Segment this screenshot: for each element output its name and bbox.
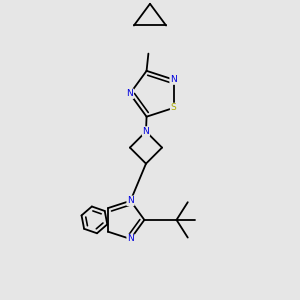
Text: N: N — [142, 127, 149, 136]
Text: N: N — [170, 75, 177, 84]
Text: N: N — [127, 196, 134, 205]
Text: N: N — [127, 89, 133, 98]
Text: S: S — [171, 103, 176, 112]
Text: N: N — [127, 235, 134, 244]
